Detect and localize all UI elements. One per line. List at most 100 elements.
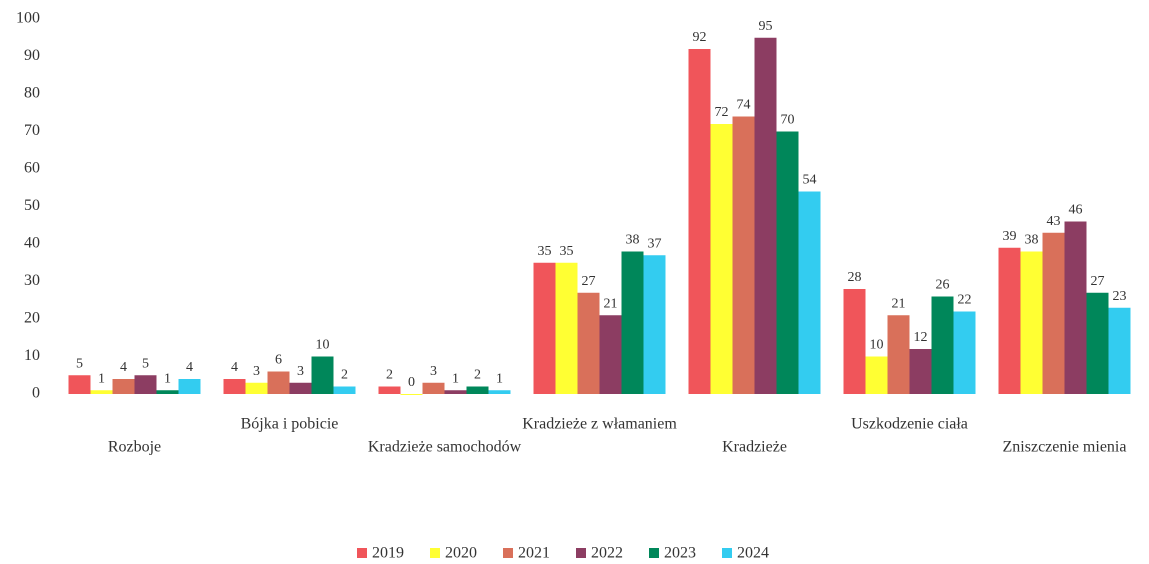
value-label: 70 [781, 113, 795, 128]
legend-label: 2024 [737, 545, 769, 562]
value-label: 35 [538, 244, 552, 259]
value-label: 22 [958, 293, 972, 308]
x-tick-label: Kradzieże samochodów [368, 439, 522, 456]
value-label: 27 [582, 274, 596, 289]
bar [953, 311, 976, 394]
value-label: 10 [316, 338, 330, 353]
y-tick-label: 20 [24, 310, 40, 327]
value-label: 28 [848, 270, 862, 285]
x-tick-label: Zniszczenie mienia [1003, 439, 1127, 456]
y-tick-label: 100 [16, 10, 40, 27]
value-label: 23 [1113, 289, 1127, 304]
value-label: 4 [120, 360, 127, 375]
bar [223, 379, 246, 394]
value-label: 21 [604, 296, 618, 311]
value-label: 0 [408, 375, 415, 390]
y-tick-label: 40 [24, 235, 40, 252]
bar [112, 379, 135, 394]
value-label: 72 [715, 105, 729, 120]
value-label: 43 [1047, 214, 1061, 229]
bar [931, 296, 954, 394]
y-tick-label: 50 [24, 197, 40, 214]
bar [245, 382, 268, 394]
value-label: 46 [1069, 203, 1083, 218]
bar [134, 375, 157, 394]
bar [311, 356, 334, 394]
bar [1064, 221, 1087, 394]
bar [378, 386, 401, 394]
legend-swatch [503, 548, 513, 558]
value-label: 35 [560, 244, 574, 259]
value-label: 10 [870, 338, 884, 353]
y-tick-label: 30 [24, 272, 40, 289]
bar [998, 247, 1021, 394]
y-tick-label: 90 [24, 47, 40, 64]
bar [422, 382, 445, 394]
value-label: 2 [386, 368, 393, 383]
value-label: 2 [341, 368, 348, 383]
bar [843, 289, 866, 394]
bar [887, 315, 910, 394]
value-label: 5 [76, 356, 83, 371]
legend-label: 2020 [445, 545, 477, 562]
bar [488, 390, 511, 394]
bar [688, 49, 711, 394]
y-tick-label: 80 [24, 85, 40, 102]
legend-label: 2022 [591, 545, 623, 562]
x-tick-label: Bójka i pobicie [241, 416, 339, 433]
bar [289, 382, 312, 394]
value-label: 38 [1025, 233, 1039, 248]
y-tick-label: 60 [24, 160, 40, 177]
value-label: 27 [1091, 274, 1105, 289]
value-label: 21 [892, 296, 906, 311]
value-label: 3 [430, 364, 437, 379]
x-tick-label: Kradzieże z włamaniem [522, 416, 677, 433]
bar [643, 255, 666, 394]
value-label: 74 [737, 98, 751, 113]
value-label: 1 [98, 371, 105, 386]
value-label: 1 [496, 371, 503, 386]
bar [798, 191, 821, 394]
legend-label: 2021 [518, 545, 550, 562]
legend-label: 2023 [664, 545, 696, 562]
value-label: 3 [297, 364, 304, 379]
y-tick-label: 0 [32, 385, 40, 402]
bar [466, 386, 489, 394]
bar [1108, 307, 1131, 394]
value-label: 54 [803, 173, 817, 188]
bar [444, 390, 467, 394]
bar [555, 262, 578, 394]
value-label: 5 [142, 356, 149, 371]
value-label: 4 [231, 360, 238, 375]
bar [90, 390, 113, 394]
value-label: 6 [275, 353, 282, 368]
legend-label: 2019 [372, 545, 404, 562]
legend-swatch [576, 548, 586, 558]
y-tick-label: 10 [24, 347, 40, 364]
value-label: 95 [759, 19, 773, 34]
value-label: 37 [648, 236, 662, 251]
bar [267, 371, 290, 394]
bar [68, 375, 91, 394]
value-label: 4 [186, 360, 193, 375]
bar [754, 37, 777, 394]
legend-swatch [357, 548, 367, 558]
bar [599, 315, 622, 394]
value-label: 3 [253, 364, 260, 379]
x-tick-label: Uszkodzenie ciała [851, 416, 968, 433]
bar [400, 394, 423, 395]
bar [333, 386, 356, 394]
bar [1086, 292, 1109, 394]
bar [865, 356, 888, 394]
bar [621, 251, 644, 394]
value-label: 1 [164, 371, 171, 386]
bar [732, 116, 755, 394]
value-label: 26 [936, 278, 950, 293]
value-label: 39 [1003, 229, 1017, 244]
legend-swatch [649, 548, 659, 558]
bar [776, 131, 799, 394]
legend-swatch [430, 548, 440, 558]
y-tick-label: 70 [24, 122, 40, 139]
value-label: 38 [626, 233, 640, 248]
